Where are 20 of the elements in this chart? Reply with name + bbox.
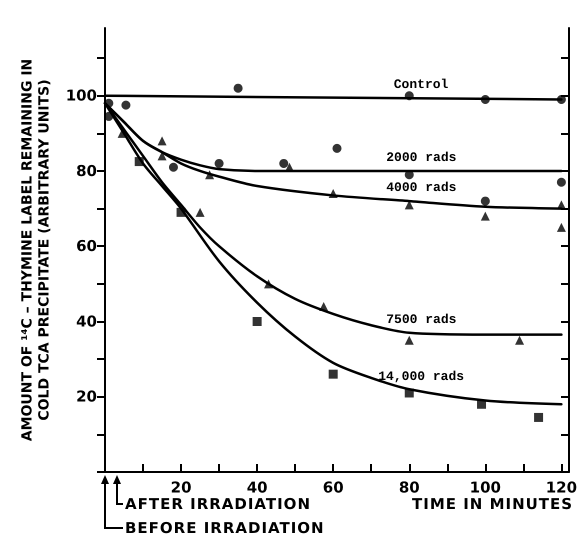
series-label: Control [394, 77, 448, 92]
y-tick-label: 20 [76, 388, 97, 406]
x-tick-label: 120 [546, 478, 578, 496]
text: AFTER IRRADIATION [125, 495, 311, 513]
text: BEFORE IRRADIATION [125, 519, 325, 537]
series-label: 14,000 rads [378, 368, 464, 384]
series-label: 7500 rads [386, 312, 456, 327]
x-axis-title: TIME IN MINUTES [412, 495, 574, 513]
y-tick-label: 60 [76, 237, 97, 256]
y-tick-label: 100 [66, 86, 97, 105]
series-label: 2000 rads [386, 150, 456, 165]
x-tick-label: 80 [398, 478, 420, 496]
x-tick-label: 100 [470, 478, 501, 496]
y-tick-label: 40 [76, 312, 97, 330]
y-tick-label: 80 [76, 162, 97, 180]
x-tick-label: 60 [322, 478, 344, 496]
y-axis-title: AMOUNT OF ¹⁴C – THYMINE LABEL REMAINING IN COLD TCA PRECIPITATE (ARBITRARY UNITS) [20, 58, 52, 442]
x-tick-label: 40 [246, 478, 268, 496]
series-label: 4000 rads [386, 180, 456, 196]
x-tick-label: 20 [170, 478, 192, 496]
